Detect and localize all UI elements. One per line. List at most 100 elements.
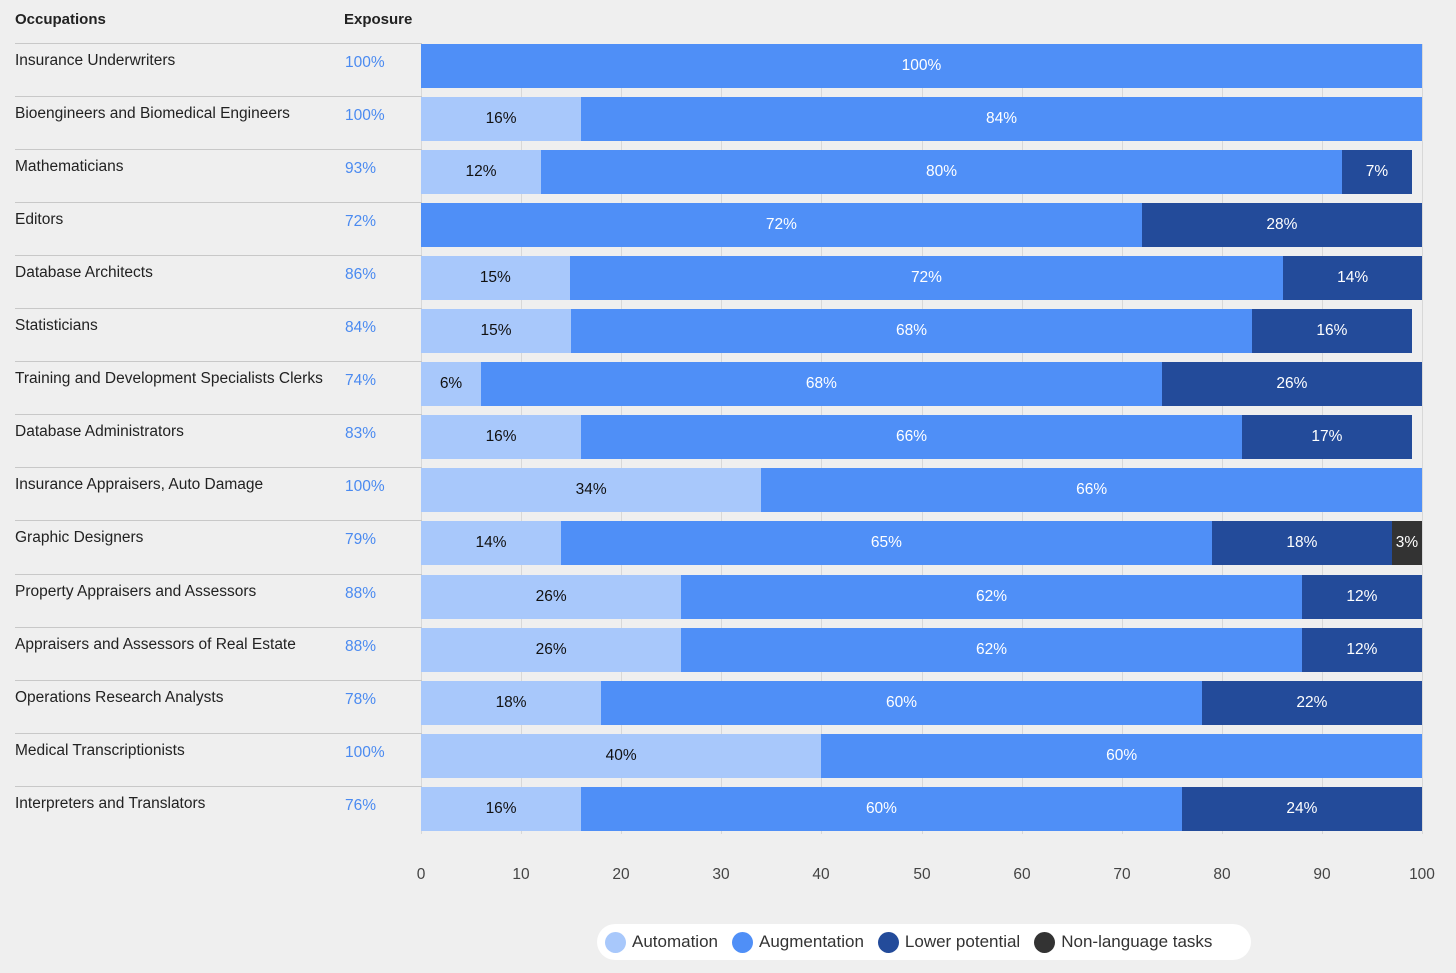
bar-segment-augmentation: 65% — [561, 521, 1212, 565]
stacked-bar: 12% 80% 7% — [421, 150, 1422, 194]
row-divider — [15, 308, 422, 309]
bar-segment-automation: 18% — [421, 681, 602, 725]
exposure-value: 86% — [345, 266, 377, 283]
row-divider — [15, 467, 422, 468]
chart-legend: Automation Augmentation Lower potential Non… — [597, 924, 1251, 960]
occupation-label: Statisticians — [15, 317, 98, 334]
bar-segment-lower-potential: 28% — [1141, 203, 1422, 247]
stacked-bar: 15% 72% 14% — [421, 256, 1422, 300]
row-divider — [15, 786, 422, 787]
bar-segment-lower-potential: 16% — [1251, 309, 1412, 353]
occupation-label: Insurance Appraisers, Auto Damage — [15, 476, 264, 493]
occupation-label: Training and Development Specialists Cle… — [15, 370, 323, 387]
occupation-label: Insurance Underwriters — [15, 52, 176, 69]
exposure-value: 72% — [345, 213, 377, 230]
stacked-bar: 16% 60% 24% — [421, 787, 1422, 831]
bar-segment-automation: 12% — [421, 150, 542, 194]
row-divider — [15, 733, 422, 734]
row-divider — [15, 96, 422, 97]
gridline — [1422, 44, 1423, 834]
legend-swatch — [732, 931, 753, 953]
bar-segment-automation: 16% — [421, 97, 582, 141]
x-tick-label: 80 — [1213, 866, 1231, 883]
row-divider — [15, 43, 422, 44]
bar-segment-lower-potential: 24% — [1181, 787, 1422, 831]
bar-segment-augmentation: 72% — [421, 203, 1142, 247]
bar-segment-automation: 15% — [421, 256, 570, 300]
exposure-value: 100% — [345, 107, 385, 124]
bar-segment-lower-potential: 26% — [1161, 362, 1422, 406]
legend-swatch — [1034, 931, 1056, 953]
stacked-bar: 72% 28% — [421, 203, 1422, 247]
bar-segment-augmentation: 72% — [569, 256, 1284, 300]
bar-segment-automation: 26% — [421, 628, 682, 672]
bar-segment-automation: 16% — [421, 787, 582, 831]
legend-label: Non-language tasks — [1061, 932, 1213, 951]
bar-segment-lower-potential: 22% — [1201, 681, 1422, 725]
stacked-bar: 26% 62% 12% — [421, 628, 1422, 672]
bar-segment-augmentation: 68% — [571, 309, 1252, 353]
occupation-label: Interpreters and Translators — [15, 795, 206, 812]
bar-segment-augmentation: 62% — [681, 628, 1302, 672]
legend-item: Non-language tasks — [1034, 931, 1213, 953]
exposure-value: 100% — [345, 478, 385, 495]
row-divider — [15, 202, 422, 203]
exposure-value: 93% — [345, 160, 377, 177]
stacked-bar: 16% 84% — [421, 97, 1422, 141]
bar-segment-lower-potential: 14% — [1283, 256, 1422, 300]
stacked-bar: 14% 65% 18% 3% — [421, 521, 1422, 565]
occupation-label: Operations Research Analysts — [15, 689, 224, 706]
x-tick-label: 30 — [712, 866, 730, 883]
occupations-header: Occupations — [15, 11, 106, 28]
stacked-bar: 26% 62% 12% — [421, 575, 1422, 619]
exposure-value: 74% — [345, 372, 377, 389]
exposure-value: 79% — [345, 531, 377, 548]
x-tick-label: 60 — [1013, 866, 1031, 883]
x-tick-label: 70 — [1113, 866, 1131, 883]
x-tick-label: 0 — [416, 866, 426, 883]
bar-segment-augmentation: 60% — [821, 734, 1422, 778]
occupation-label: Database Architects — [15, 264, 153, 281]
exposure-value: 88% — [345, 638, 377, 655]
stacked-bar: 6% 68% 26% — [421, 362, 1422, 406]
bar-segment-lower-potential: 18% — [1211, 521, 1392, 565]
row-divider — [15, 574, 422, 575]
legend-label: Lower potential — [904, 932, 1021, 951]
occupation-label: Bioengineers and Biomedical Engineers — [15, 105, 290, 122]
bar-segment-augmentation: 80% — [541, 150, 1342, 194]
x-tick-label: 100 — [1409, 866, 1435, 883]
bar-segment-augmentation: 66% — [761, 468, 1422, 512]
bar-segment-augmentation: 62% — [681, 575, 1302, 619]
bar-segment-augmentation: 60% — [601, 681, 1202, 725]
x-tick-label: 40 — [812, 866, 830, 883]
bar-segment-augmentation: 100% — [421, 44, 1422, 88]
exposure-value: 78% — [345, 691, 377, 708]
occupation-label: Property Appraisers and Assessors — [15, 583, 257, 600]
x-tick-label: 20 — [612, 866, 630, 883]
legend-item: Lower potential — [877, 931, 1021, 953]
occupation-label: Editors — [15, 211, 64, 228]
exposure-value: 88% — [345, 585, 377, 602]
row-divider — [15, 627, 422, 628]
x-tick-label: 50 — [913, 866, 931, 883]
exposure-value: 84% — [345, 319, 377, 336]
x-tick-label: 90 — [1313, 866, 1331, 883]
stacked-bar: 40% 60% — [421, 734, 1422, 778]
occupation-label: Medical Transcriptionists — [15, 742, 185, 759]
legend-label: Augmentation — [759, 932, 864, 951]
occupation-label: Database Administrators — [15, 423, 184, 440]
bar-segment-automation: 15% — [421, 309, 572, 353]
bar-segment-augmentation: 60% — [581, 787, 1182, 831]
exposure-value: 83% — [345, 425, 377, 442]
row-divider — [15, 149, 422, 150]
stacked-bar: 15% 68% 16% — [421, 309, 1422, 353]
row-divider — [15, 255, 422, 256]
legend-label: Automation — [632, 932, 718, 951]
exposure-header: Exposure — [344, 11, 413, 28]
bar-segment-augmentation: 84% — [581, 97, 1422, 141]
legend-swatch — [877, 931, 899, 953]
exposure-value: 100% — [345, 744, 385, 761]
bar-segment-augmentation: 68% — [481, 362, 1162, 406]
row-divider — [15, 361, 422, 362]
legend-item: Automation — [605, 931, 718, 953]
